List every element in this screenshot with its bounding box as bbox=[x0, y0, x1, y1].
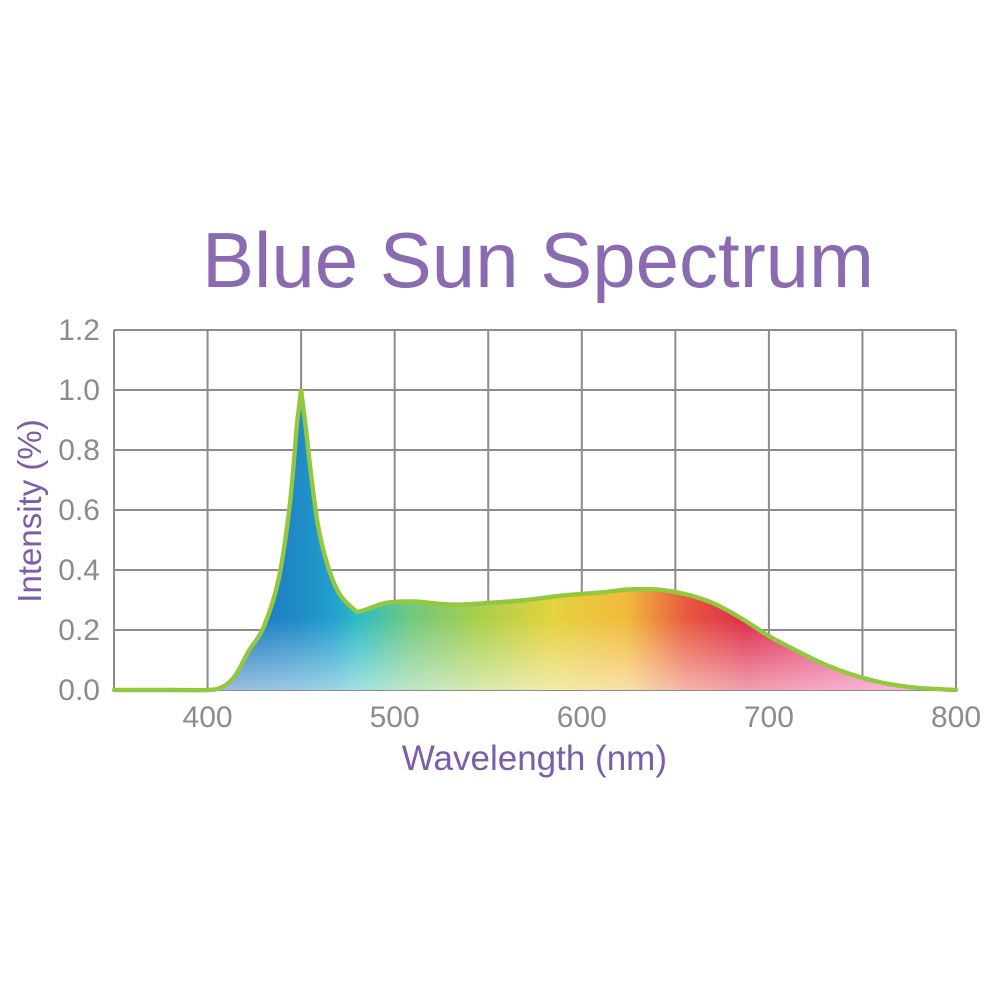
svg-text:0.4: 0.4 bbox=[58, 554, 100, 587]
svg-text:700: 700 bbox=[744, 701, 794, 734]
svg-text:500: 500 bbox=[370, 701, 420, 734]
svg-text:0.0: 0.0 bbox=[58, 674, 100, 707]
svg-text:800: 800 bbox=[931, 701, 981, 734]
svg-text:1.0: 1.0 bbox=[58, 374, 100, 407]
svg-text:0.2: 0.2 bbox=[58, 614, 100, 647]
svg-text:0.6: 0.6 bbox=[58, 494, 100, 527]
svg-text:400: 400 bbox=[183, 701, 233, 734]
svg-text:0.8: 0.8 bbox=[58, 434, 100, 467]
svg-text:1.2: 1.2 bbox=[58, 314, 100, 347]
svg-text:600: 600 bbox=[557, 701, 607, 734]
